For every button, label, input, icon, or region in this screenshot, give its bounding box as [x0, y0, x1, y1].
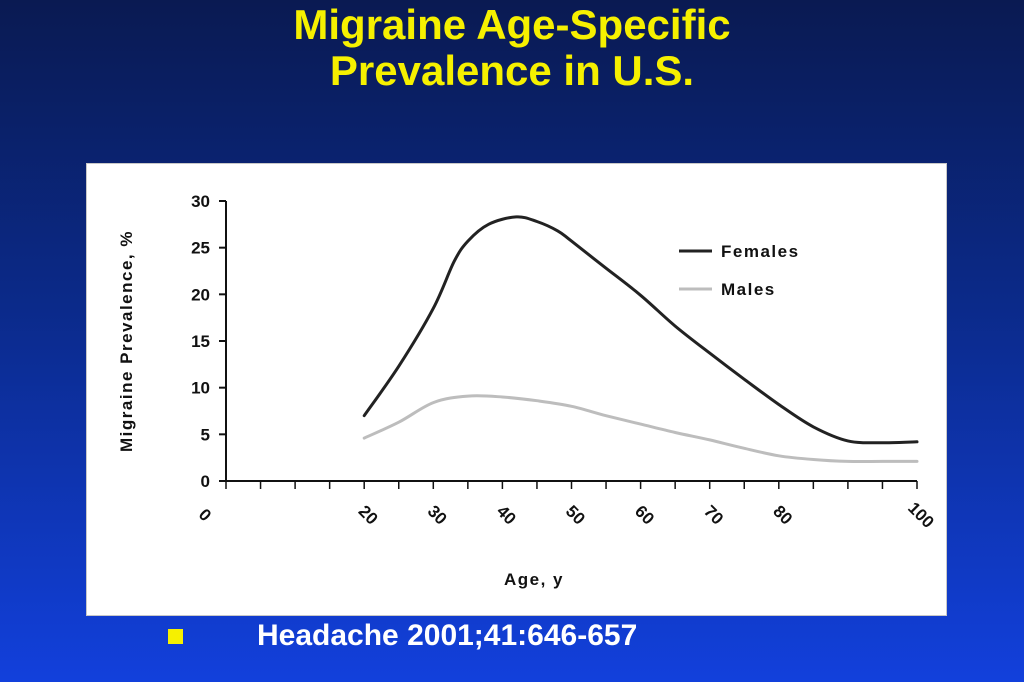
y-tick-label-15: 15 [191, 332, 210, 351]
y-axis-label: Migraine Prevalence, % [117, 230, 136, 452]
x-axis-label: Age, y [504, 570, 564, 589]
x-tick-label-20: 20 [355, 502, 382, 529]
chart-panel: 0 5 10 15 20 25 30 0 20 30 40 50 60 70 80 100 Age, y Migr… [86, 163, 947, 616]
y-tick-label-25: 25 [191, 239, 210, 258]
slide-title-line2: Prevalence in U.S. [329, 47, 695, 94]
x-tick-label-40: 40 [493, 502, 520, 529]
y-tick-label-20: 20 [191, 285, 210, 304]
y-tick-label-30: 30 [191, 192, 210, 211]
x-tick-label-60: 60 [631, 502, 658, 529]
x-tick-label-100: 100 [904, 498, 937, 531]
series-line-females [362, 215, 919, 445]
y-tick-label-10: 10 [191, 379, 210, 398]
y-tick-label-5: 5 [201, 425, 210, 444]
legend-label-females: Females [721, 242, 800, 261]
x-tick-label-50: 50 [562, 502, 589, 529]
x-tick-label-30: 30 [424, 502, 451, 529]
slide-title: Migraine Age-Specific Prevalence in U.S. [0, 2, 1024, 94]
prevalence-line-chart: 0 5 10 15 20 25 30 0 20 30 40 50 60 70 80 100 Age, y Migr… [117, 192, 938, 589]
x-tick-label-80: 80 [769, 502, 796, 529]
slide-title-line1: Migraine Age-Specific [293, 1, 731, 48]
citation-text: Headache 2001;41:646-657 [257, 619, 638, 652]
series-line-males [362, 394, 919, 464]
legend-label-males: Males [721, 280, 776, 299]
y-tick-label-0: 0 [201, 472, 210, 491]
x-tick-label-0: 0 [195, 505, 215, 525]
x-tick-label-70: 70 [700, 502, 727, 529]
bullet-icon [168, 629, 183, 644]
